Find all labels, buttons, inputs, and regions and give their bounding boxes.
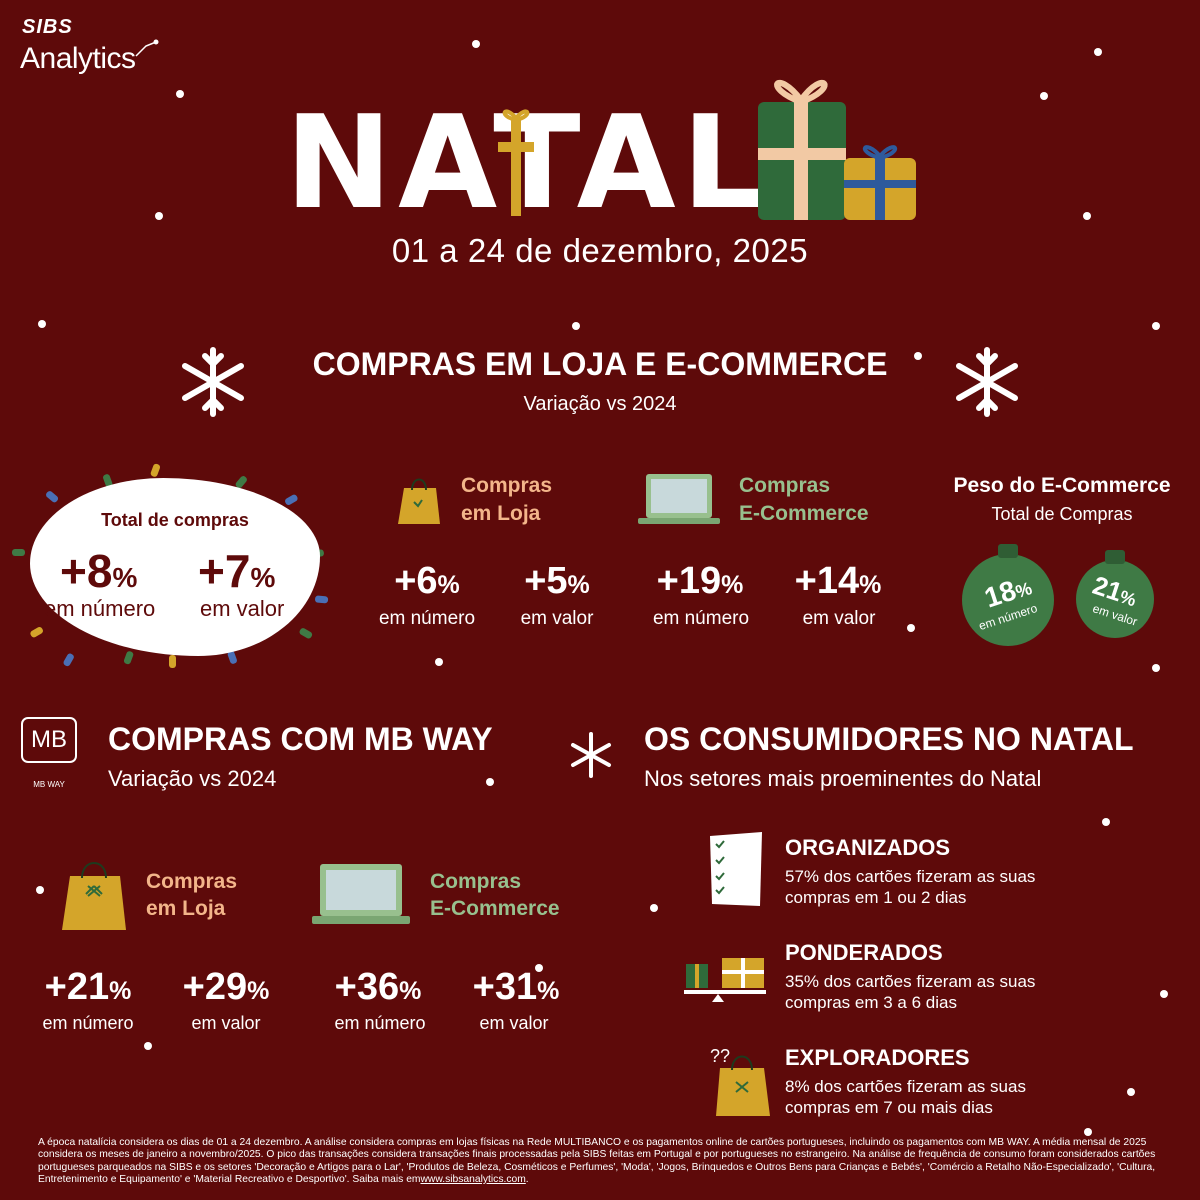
mbway-ecommerce-numero-value: +36% [334,966,422,1008]
sibsanalytics-link[interactable]: www.sibsanalytics.com [420,1173,526,1185]
date-range: 01 a 24 de dezembro, 2025 [391,232,809,269]
ecommerce-numero-caption: em número [652,608,750,629]
ornament-numero: 18% em número [962,544,1054,646]
mbway-loja-numero-value: +21% [44,966,132,1008]
checklist-icon [710,832,762,906]
mbway-logo-text: MB [31,726,67,753]
mbway-ecommerce-valor-caption: em valor [479,1013,549,1033]
shopping-bag-icon [62,862,126,930]
total-numero-caption: em número [44,596,156,621]
section-title-compras: COMPRAS EM LOJA E E-COMMERCE [312,346,888,382]
snowflake-icon [956,347,1018,417]
section-subtitle-mbway: Variação vs 2024 [108,766,277,791]
sibs-logo: SIBS [22,16,73,38]
laptop-icon [312,864,410,924]
section-subtitle-compras: Variação vs 2024 [523,393,677,415]
footnote: A época natalícia considera os dias de 0… [38,1137,1156,1185]
total-valor-caption: em valor [200,596,285,621]
total-label: Total de compras [101,510,249,530]
total-numero-value: +8% [60,545,138,597]
loja-numero-caption: em número [378,608,476,629]
section-subtitle-consumidores: Nos setores mais proeminentes do Natal [644,766,1042,791]
total-valor-value: +7% [198,545,276,597]
shopping-bag-icon [398,478,440,524]
ribbon-icon [498,109,534,216]
lights-decoration-icon [12,463,329,668]
snowflake-icon [182,347,244,417]
analytics-logo: Analytics [20,42,136,75]
ecommerce-valor-value: +14% [794,560,882,602]
mbway-ecommerce-title: Compras E-Commerce [430,870,560,920]
mbway-loja-numero-caption: em número [42,1013,134,1033]
ecommerce-numero-value: +19% [656,560,744,602]
ponderados-heading: PONDERADOS [785,940,943,965]
mbway-logo-caption: MB WAY [33,780,65,789]
mbway-logo-icon [21,717,77,763]
ornament-valor: 21% em valor [1076,550,1154,638]
loja-numero-value: +6% [394,560,460,602]
organizados-text: 57% dos cartões fizeram as suas compras e… [785,867,1036,907]
mbway-loja-title: Compras em Loja [146,870,238,920]
mbway-loja-valor-value: +29% [182,966,270,1008]
laptop-icon [638,474,720,524]
svg-text:??: ?? [710,1046,730,1066]
section-title-consumidores: OS CONSUMIDORES NO NATAL [644,721,1134,757]
question-bag-icon: ?? [710,1046,770,1116]
page-title: NATAL [285,89,770,238]
exploradores-text: 8% dos cartões fizeram as suas compras em… [785,1077,1026,1117]
ecommerce-valor-caption: em valor [802,608,876,629]
section-title-mbway: COMPRAS COM MB WAY [108,721,493,757]
mbway-ecommerce-valor-value: +31% [472,966,560,1008]
peso-subtitle: Total de Compras [991,504,1133,524]
loja-valor-value: +5% [524,560,590,602]
total-compras-card: Total de compras +8% +7% em número em va… [30,478,320,656]
exploradores-heading: EXPLORADORES [785,1045,970,1070]
loja-valor-caption: em valor [520,608,594,629]
peso-title: Peso do E-Commerce [953,474,1171,497]
loja-title: Compras em Loja [461,474,553,525]
organizados-heading: ORGANIZADOS [785,835,950,860]
ecommerce-title: Compras E-Commerce [739,474,869,525]
logo-network-icon [135,39,159,57]
gift-icon [758,79,916,220]
mbway-loja-valor-caption: em valor [191,1013,261,1033]
mbway-ecommerce-numero-caption: em número [334,1013,426,1033]
snowflake-icon [571,732,611,778]
scale-icon [684,958,766,1002]
ponderados-text: 35% dos cartões fizeram as suas compras e… [785,972,1036,1012]
